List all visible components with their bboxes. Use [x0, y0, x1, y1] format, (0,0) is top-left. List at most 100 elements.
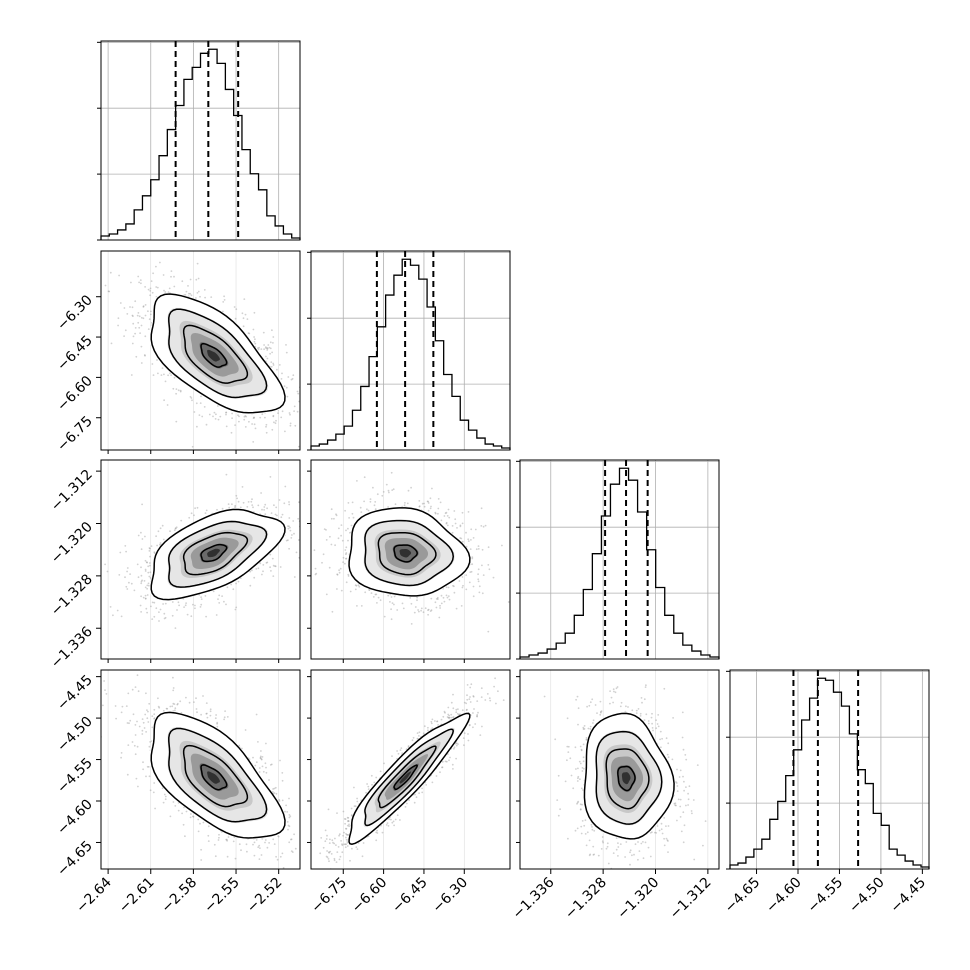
scatter-point: [132, 335, 135, 338]
scatter-point: [335, 514, 338, 517]
scatter-point: [423, 505, 426, 508]
scatter-point: [349, 590, 352, 593]
scatter-point: [246, 506, 249, 508]
scatter-point: [345, 552, 348, 554]
scatter-point: [205, 712, 208, 715]
scatter-point: [288, 525, 290, 528]
scatter-point: [194, 607, 196, 610]
scatter-point: [482, 574, 485, 576]
scatter-point: [149, 577, 152, 579]
scatter-point: [406, 502, 409, 505]
scatter-point: [274, 565, 277, 568]
scatter-point: [167, 374, 170, 377]
scatter-point: [258, 346, 260, 349]
scatter-point: [345, 553, 347, 556]
scatter-point: [140, 548, 143, 551]
scatter-point: [285, 386, 288, 389]
scatter-point: [447, 508, 450, 511]
scatter-point: [280, 871, 282, 873]
scatter-point: [487, 630, 490, 633]
scatter-point: [137, 534, 140, 537]
scatter-point: [171, 705, 174, 708]
scatter-point: [345, 557, 348, 560]
scatter-point: [137, 275, 140, 278]
scatter-point: [241, 312, 244, 315]
hist-panel-bg: [730, 670, 929, 869]
scatter-point: [152, 374, 155, 376]
scatter-point: [158, 611, 160, 613]
scatter-point: [175, 526, 178, 529]
scatter-point: [208, 413, 211, 416]
scatter-point: [274, 565, 276, 567]
scatter-point: [144, 304, 147, 306]
scatter-point: [297, 539, 300, 541]
contour-line: [377, 531, 437, 576]
scatter-point: [148, 318, 151, 321]
scatter-point: [155, 535, 158, 538]
scatter-point: [269, 764, 272, 766]
scatter-point: [360, 605, 363, 607]
density-region: [399, 549, 412, 558]
scatter-point: [465, 531, 467, 534]
scatter-point: [145, 561, 148, 564]
scatter-point: [146, 561, 149, 564]
scatter-point: [374, 593, 377, 596]
scatter-point: [261, 573, 263, 576]
scatter-point: [454, 518, 457, 521]
scatter-point: [140, 345, 143, 348]
scatter-point: [170, 374, 173, 376]
scatter-point: [465, 588, 468, 591]
scatter-point: [164, 602, 167, 605]
scatter-point: [217, 405, 219, 407]
scatter-point: [141, 538, 144, 540]
scatter-point: [335, 513, 337, 516]
scatter-point: [352, 516, 355, 519]
scatter-point: [477, 568, 480, 571]
scatter-point: [135, 777, 138, 780]
scatter-point: [276, 368, 278, 371]
scatter-point: [481, 564, 483, 567]
scatter-point: [477, 573, 479, 576]
scatter-point: [147, 721, 150, 723]
scatter-point: [330, 508, 333, 511]
scatter-point: [144, 713, 147, 716]
scatter-point: [461, 511, 464, 514]
scatter-point: [145, 775, 147, 778]
scatter-point: [459, 525, 462, 528]
scatter-point: [264, 416, 266, 419]
scatter-point: [259, 756, 262, 759]
scatter-point: [149, 287, 152, 290]
scatter-point: [199, 606, 202, 608]
scatter-point: [152, 272, 155, 275]
scatter-point: [460, 537, 463, 540]
scatter-point: [272, 336, 275, 338]
scatter-point: [269, 476, 272, 478]
scatter-point: [293, 532, 295, 535]
scatter-point: [469, 548, 472, 550]
scatter-point: [201, 415, 204, 418]
scatter-point: [278, 800, 281, 802]
scatter-point: [141, 503, 144, 506]
scatter-point: [195, 278, 198, 281]
scatter-point: [255, 568, 258, 570]
scatter-point: [271, 329, 273, 332]
scatter-point: [197, 830, 200, 833]
scatter-point: [225, 411, 227, 414]
scatter-point: [470, 528, 473, 531]
scatter-point: [322, 553, 325, 556]
scatter-point: [196, 711, 198, 714]
scatter-point: [443, 600, 446, 603]
scatter-point: [296, 390, 299, 393]
scatter-point: [213, 411, 216, 414]
scatter-point: [242, 325, 245, 328]
scatter-point: [281, 513, 284, 516]
scatter-point: [278, 499, 281, 501]
scatter-point: [155, 607, 158, 610]
scatter-point: [452, 584, 454, 587]
scatter-point: [480, 525, 483, 527]
scatter-point: [270, 570, 272, 572]
scatter-point: [314, 573, 317, 576]
scatter-point: [259, 847, 261, 849]
scatter-point: [149, 571, 152, 574]
